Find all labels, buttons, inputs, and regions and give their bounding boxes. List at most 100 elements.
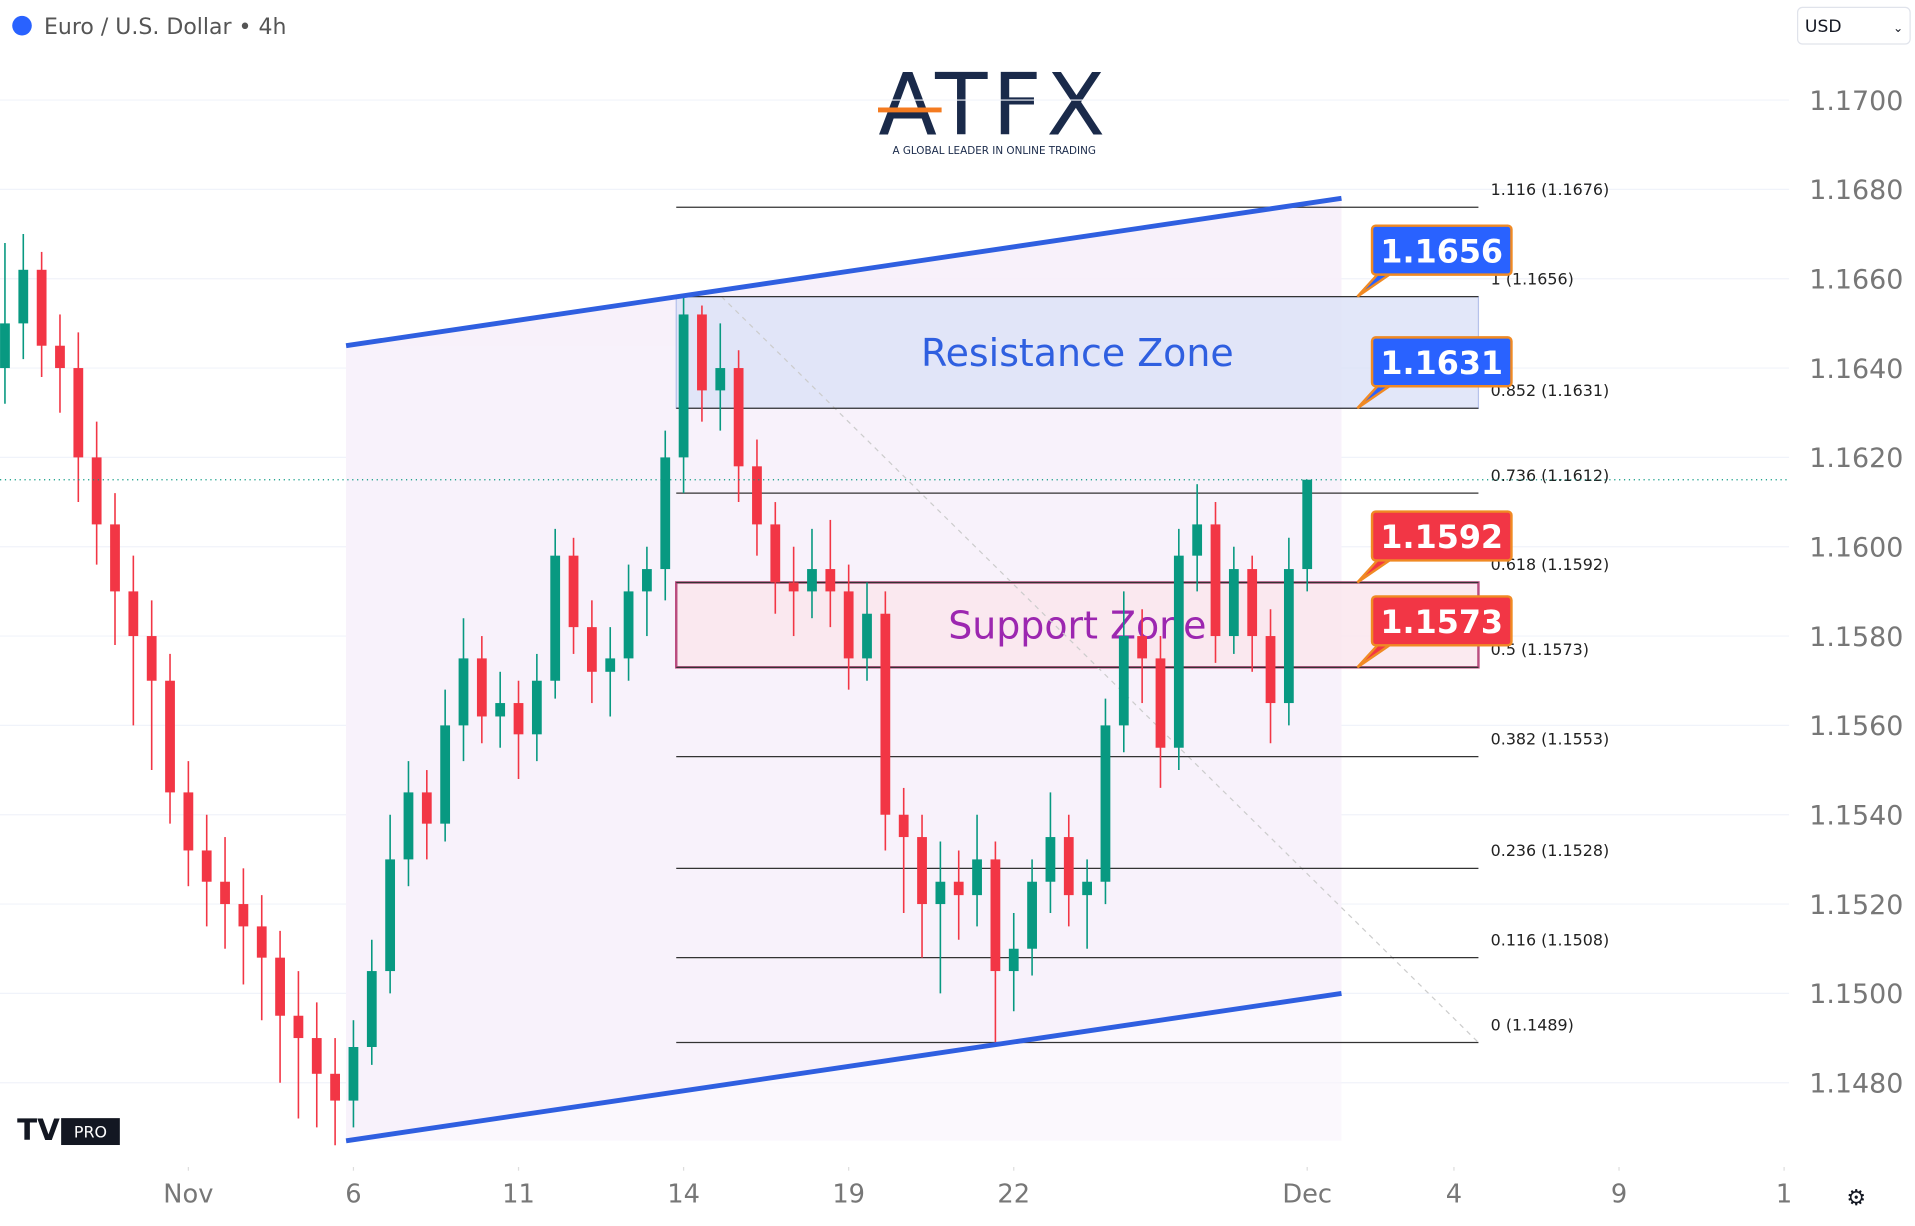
candle-body [733, 368, 744, 467]
flag-icon [12, 15, 32, 36]
candle-body [1247, 569, 1258, 637]
candle-body [0, 323, 10, 369]
fib-label: 0.852 (1.1631) [1491, 381, 1609, 400]
currency-label[interactable]: USD [1805, 17, 1842, 37]
candle-body [623, 591, 634, 659]
candle-body [238, 904, 249, 927]
x-tick-label: 11 [502, 1179, 535, 1209]
candle-body [330, 1073, 340, 1101]
candle-body [421, 792, 432, 824]
x-tick-label: 6 [345, 1179, 361, 1209]
candle-body [128, 591, 139, 637]
candle-body [660, 457, 671, 570]
tag-pointer [1356, 268, 1398, 298]
candle-body [256, 926, 267, 958]
candle-body [531, 680, 542, 735]
candle-body [1008, 948, 1019, 972]
y-tick-label: 1.1660 [1809, 265, 1903, 296]
y-tick-label: 1.1480 [1809, 1069, 1903, 1100]
y-tick-label: 1.1580 [1809, 622, 1903, 653]
candle-body [1210, 524, 1221, 637]
candle-body [1137, 636, 1148, 659]
pro-label: PRO [74, 1123, 107, 1142]
settings-icon[interactable]: ⚙ [1846, 1186, 1866, 1211]
candle-body [110, 524, 120, 592]
candle-body [678, 314, 689, 458]
candle-body [788, 582, 799, 592]
fib-label: 0.116 (1.1508) [1491, 930, 1609, 949]
candle-body [642, 569, 652, 592]
candle-body [1082, 881, 1093, 896]
dropdown-arrow: ⌄ [1893, 21, 1903, 35]
candle-body [990, 859, 1001, 972]
zone-label: Resistance Zone [921, 331, 1234, 375]
fib-label: 1.116 (1.1676) [1491, 180, 1609, 199]
candle-body [458, 658, 469, 726]
candle-body [220, 881, 230, 905]
candle-body [201, 850, 212, 882]
channel-shade [346, 345, 1342, 1141]
candle-body [91, 457, 102, 525]
candle-body [770, 524, 781, 583]
candle-body [568, 555, 579, 628]
candle-body [972, 859, 982, 896]
fib-label: 0.618 (1.1592) [1491, 555, 1609, 574]
candle-body [586, 627, 597, 672]
y-tick-label: 1.1500 [1809, 979, 1903, 1010]
candle-body [293, 1015, 304, 1039]
price-tag [1370, 224, 1513, 276]
price-tag-label: 1.1656 [1380, 234, 1503, 270]
candle-body [843, 591, 854, 659]
price-tag-label: 1.1592 [1380, 520, 1503, 556]
currency-select[interactable] [1796, 6, 1911, 45]
y-tick-label: 1.1600 [1809, 533, 1903, 564]
candle-body [1192, 524, 1203, 556]
tag-pointer [1356, 554, 1398, 584]
candle-body [1302, 479, 1313, 570]
candle-body [697, 314, 707, 391]
candle-body [1100, 725, 1111, 882]
candle-body [18, 269, 29, 324]
candle-body [165, 680, 175, 793]
fib-label: 0.736 (1.1612) [1491, 466, 1609, 485]
candle-body [953, 881, 964, 896]
candle-body [1118, 636, 1129, 726]
candle-body [146, 636, 157, 681]
y-tick-label: 1.1520 [1809, 890, 1903, 921]
candle-body [605, 658, 616, 672]
tag-pointer [1356, 380, 1398, 410]
tag-pointer [1356, 639, 1398, 669]
fib-label: 0.236 (1.1528) [1491, 841, 1609, 860]
candle-body [862, 613, 872, 659]
pro-badge [61, 1118, 120, 1146]
candle-body [311, 1038, 322, 1074]
candle-body [935, 881, 946, 905]
fib-label: 0.382 (1.1553) [1491, 729, 1609, 748]
y-tick-label: 1.1560 [1809, 711, 1903, 742]
y-tick-label: 1.1700 [1809, 86, 1903, 117]
y-tick-label: 1.1680 [1809, 175, 1903, 206]
candle-body [917, 837, 927, 905]
brand-tagline: A GLOBAL LEADER IN ONLINE TRADING [892, 145, 1095, 157]
candle-body [36, 269, 47, 346]
x-tick-label: Dec [1282, 1179, 1332, 1209]
fib-trend [721, 296, 1479, 1043]
price-tag [1370, 336, 1513, 388]
price-tag-label: 1.1631 [1380, 346, 1503, 382]
candle-body [476, 658, 487, 717]
candle-body [1283, 569, 1294, 704]
y-tick-label: 1.1620 [1809, 443, 1903, 474]
candle-body [55, 345, 65, 369]
candle-body [825, 569, 836, 592]
candle-body [1155, 658, 1166, 748]
candle-body [752, 466, 762, 525]
y-tick-label: 1.1540 [1809, 801, 1903, 832]
fib-label: 0 (1.1489) [1491, 1015, 1574, 1034]
candle-body [513, 703, 524, 735]
candle-body [550, 555, 561, 681]
candle-body [1173, 555, 1184, 748]
candle-body [898, 814, 909, 838]
candle-body [1045, 837, 1056, 882]
candle-body [715, 368, 726, 391]
candle-body [73, 368, 84, 458]
